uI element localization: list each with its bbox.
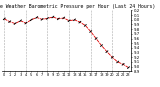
Title: Milwaukee Weather Barometric Pressure per Hour (Last 24 Hours): Milwaukee Weather Barometric Pressure pe… xyxy=(0,4,156,9)
